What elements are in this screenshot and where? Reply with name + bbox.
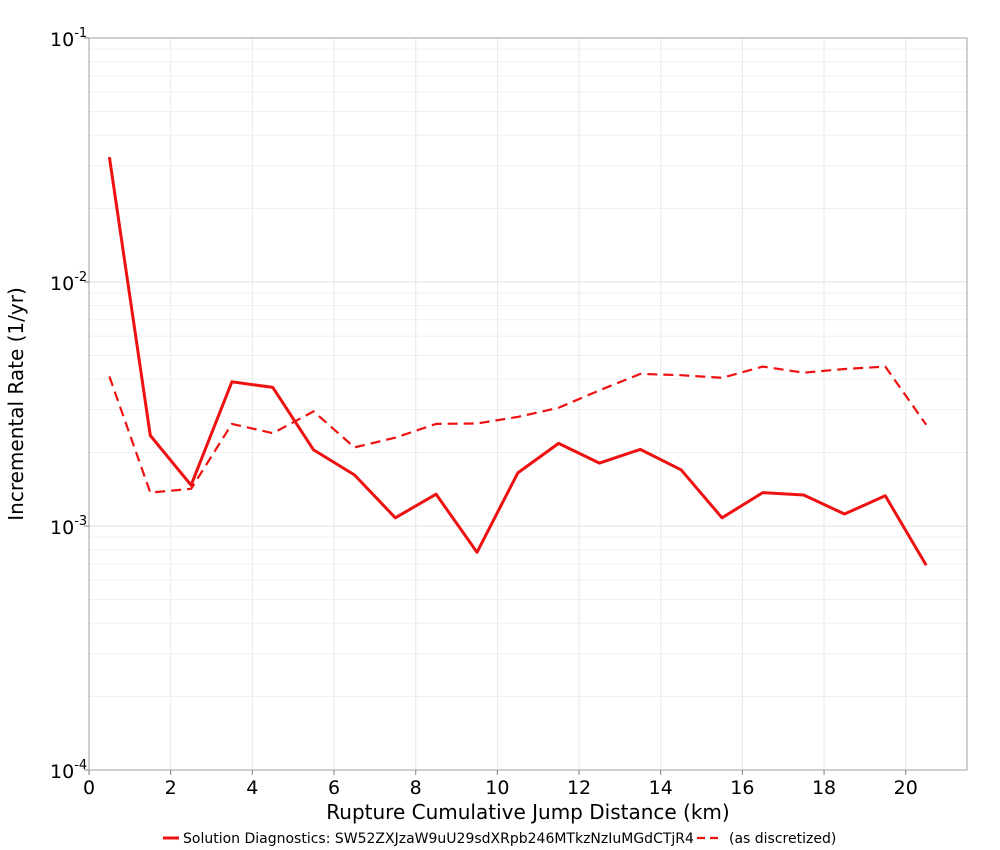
y-tick-label: 10-3 <box>50 514 87 539</box>
x-tick-label: 16 <box>730 777 754 799</box>
x-axis-ticks: 0 2 4 6 8 10 12 14 16 18 20 <box>83 770 918 799</box>
legend: Solution Diagnostics: SW52ZXJzaW9uU29sdX… <box>163 831 836 847</box>
series-line-discretized <box>108 365 928 494</box>
plot-frame <box>88 37 968 771</box>
x-tick-label: 2 <box>165 777 177 799</box>
y-tick-label: 10-4 <box>50 758 87 783</box>
x-tick-label: 12 <box>567 777 591 799</box>
x-tick-label: 0 <box>83 777 95 799</box>
legend-label-solution: Solution Diagnostics: SW52ZXJzaW9uU29sdX… <box>183 831 694 847</box>
x-tick-label: 6 <box>328 777 340 799</box>
x-axis-title: Rupture Cumulative Jump Distance (km) <box>326 800 729 824</box>
series-line-solution <box>107 156 928 567</box>
y-axis-ticks: 10-1 10-2 10-3 10-4 <box>50 26 89 783</box>
legend-label-discretized: (as discretized) <box>729 831 836 847</box>
series-layer <box>107 156 928 567</box>
x-tick-label: 14 <box>649 777 673 799</box>
x-tick-label: 8 <box>410 777 422 799</box>
plot-background <box>89 38 967 770</box>
y-tick-label: 10-1 <box>50 26 87 51</box>
y-tick-label: 10-2 <box>50 270 87 295</box>
y-axis-title: Incremental Rate (1/yr) <box>4 287 28 520</box>
x-tick-label: 10 <box>485 777 509 799</box>
x-tick-label: 18 <box>812 777 836 799</box>
x-tick-label: 4 <box>246 777 258 799</box>
x-tick-label: 20 <box>894 777 918 799</box>
